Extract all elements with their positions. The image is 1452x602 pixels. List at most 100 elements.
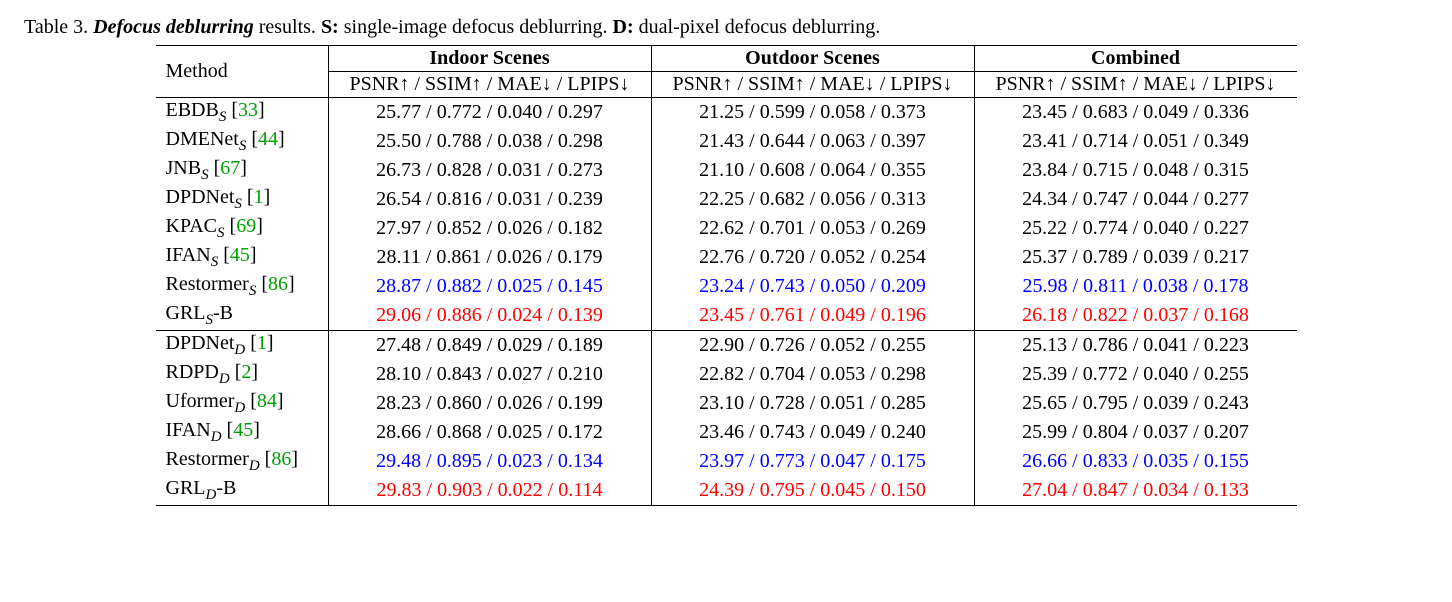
citation[interactable]: 69: [236, 215, 256, 237]
method-cell: EBDBS [33]: [156, 98, 329, 128]
metric-cell: 25.99 / 0.804 / 0.037 / 0.207: [974, 418, 1297, 447]
table-row: KPACS [69]27.97 / 0.852 / 0.026 / 0.1822…: [156, 214, 1297, 243]
method-cell: GRLD-B: [156, 476, 329, 506]
metric-cell: 22.62 / 0.701 / 0.053 / 0.269: [651, 214, 974, 243]
citation[interactable]: 86: [271, 448, 291, 470]
metric-cell: 27.97 / 0.852 / 0.026 / 0.182: [328, 214, 651, 243]
method-subscript: D: [206, 487, 217, 503]
table-row: IFAND [45]28.66 / 0.868 / 0.025 / 0.172 2…: [156, 418, 1297, 447]
method-cell: UformerD [84]: [156, 389, 329, 418]
metric-cell: 25.37 / 0.789 / 0.039 / 0.217: [974, 243, 1297, 272]
method-name: IFAN: [166, 419, 211, 441]
method-name: IFAN: [166, 244, 211, 266]
method-cell: DMENetS [44]: [156, 127, 329, 156]
metric-cell: 25.65 / 0.795 / 0.039 / 0.243: [974, 389, 1297, 418]
method-cell: IFAND [45]: [156, 418, 329, 447]
metric-cell: 22.25 / 0.682 / 0.056 / 0.313: [651, 185, 974, 214]
method-subscript: S: [219, 109, 227, 125]
metric-cell: 28.11 / 0.861 / 0.026 / 0.179: [328, 243, 651, 272]
citation[interactable]: 86: [268, 273, 288, 295]
method-subscript: S: [217, 225, 225, 241]
metric-cell: 21.10 / 0.608 / 0.064 / 0.355: [651, 156, 974, 185]
caption-s-desc: single-image defocus deblurring.: [339, 16, 613, 38]
header-group-indoor: Indoor Scenes: [328, 46, 651, 72]
metric-cell: 22.90 / 0.726 / 0.052 / 0.255: [651, 331, 974, 361]
table-row: RestormerD [86]29.48 / 0.895 / 0.023 / 0…: [156, 447, 1297, 476]
table-row: IFANS [45]28.11 / 0.861 / 0.026 / 0.1792…: [156, 243, 1297, 272]
method-subscript: D: [234, 400, 245, 416]
method-name: DMENet: [166, 128, 239, 150]
metric-cell: 23.24 / 0.743 / 0.050 / 0.209: [651, 272, 974, 301]
table-row: RDPDD [2]28.10 / 0.843 / 0.027 / 0.21022…: [156, 360, 1297, 389]
citation[interactable]: 44: [258, 128, 278, 150]
citation[interactable]: 45: [233, 419, 253, 441]
metric-cell: 22.76 / 0.720 / 0.052 / 0.254: [651, 243, 974, 272]
method-suffix: -B: [216, 477, 236, 499]
table-row: DMENetS [44]25.50 / 0.788 / 0.038 / 0.29…: [156, 127, 1297, 156]
method-name: DPDNet: [166, 186, 235, 208]
method-name: GRL: [166, 302, 206, 324]
table-row: EBDBS [33]25.77 / 0.772 / 0.040 / 0.2972…: [156, 98, 1297, 128]
header-metrics-combined: PSNR↑ / SSIM↑ / MAE↓ / LPIPS↓: [974, 72, 1297, 98]
method-subscript: S: [234, 196, 242, 212]
method-cell: RDPDD [2]: [156, 360, 329, 389]
citation[interactable]: 33: [238, 99, 258, 121]
metric-cell: 28.23 / 0.860 / 0.026 / 0.199: [328, 389, 651, 418]
metric-cell: 25.50 / 0.788 / 0.038 / 0.298: [328, 127, 651, 156]
table-row: GRLD-B29.83 / 0.903 / 0.022 / 0.11424.39…: [156, 476, 1297, 506]
method-subscript: D: [219, 371, 230, 387]
citation[interactable]: 1: [254, 186, 264, 208]
metric-cell: 25.77 / 0.772 / 0.040 / 0.297: [328, 98, 651, 128]
table-caption: Table 3. Defocus deblurring results. S: …: [24, 16, 1428, 39]
method-subscript: S: [249, 283, 257, 299]
citation[interactable]: 84: [257, 390, 277, 412]
metric-cell: 26.54 / 0.816 / 0.031 / 0.239: [328, 185, 651, 214]
table-body-single: EBDBS [33]25.77 / 0.772 / 0.040 / 0.2972…: [156, 98, 1297, 331]
header-group-combined: Combined: [974, 46, 1297, 72]
metric-cell: 29.48 / 0.895 / 0.023 / 0.134: [328, 447, 651, 476]
citation[interactable]: 67: [220, 157, 240, 179]
table-row: RestormerS [86]28.87 / 0.882 / 0.025 / 0…: [156, 272, 1297, 301]
method-name: DPDNet: [166, 332, 235, 354]
header-metrics-indoor: PSNR↑ / SSIM↑ / MAE↓ / LPIPS↓: [328, 72, 651, 98]
method-cell: GRLS-B: [156, 301, 329, 331]
method-cell: DPDNetD [1]: [156, 331, 329, 361]
caption-prefix: Table 3.: [24, 16, 93, 38]
results-table: Method Indoor Scenes Outdoor Scenes Comb…: [156, 45, 1297, 506]
table-row: DPDNetD [1]27.48 / 0.849 / 0.029 / 0.189…: [156, 331, 1297, 361]
citation[interactable]: 45: [230, 244, 250, 266]
metric-cell: 29.06 / 0.886 / 0.024 / 0.139: [328, 301, 651, 331]
table-row: DPDNetS [1]26.54 / 0.816 / 0.031 / 0.239…: [156, 185, 1297, 214]
table-row: UformerD [84]28.23 / 0.860 / 0.026 / 0.1…: [156, 389, 1297, 418]
metric-cell: 22.82 / 0.704 / 0.053 / 0.298: [651, 360, 974, 389]
metric-cell: 24.34 / 0.747 / 0.044 / 0.277: [974, 185, 1297, 214]
metric-cell: 28.66 / 0.868 / 0.025 / 0.172: [328, 418, 651, 447]
metric-cell: 25.13 / 0.786 / 0.041 / 0.223: [974, 331, 1297, 361]
method-cell: RestormerD [86]: [156, 447, 329, 476]
metric-cell: 25.98 / 0.811 / 0.038 / 0.178: [974, 272, 1297, 301]
caption-s-label: S:: [321, 16, 339, 38]
method-subscript: S: [239, 138, 247, 154]
citation[interactable]: 2: [241, 361, 251, 383]
metric-cell: 25.22 / 0.774 / 0.040 / 0.227: [974, 214, 1297, 243]
metric-cell: 29.83 / 0.903 / 0.022 / 0.114: [328, 476, 651, 506]
method-subscript: D: [211, 429, 222, 445]
header-group-outdoor: Outdoor Scenes: [651, 46, 974, 72]
method-name: EBDB: [166, 99, 219, 121]
header-metrics-outdoor: PSNR↑ / SSIM↑ / MAE↓ / LPIPS↓: [651, 72, 974, 98]
method-cell: KPACS [69]: [156, 214, 329, 243]
citation[interactable]: 1: [257, 332, 267, 354]
metric-cell: 23.97 / 0.773 / 0.047 / 0.175: [651, 447, 974, 476]
metric-cell: 26.66 / 0.833 / 0.035 / 0.155: [974, 447, 1297, 476]
table-row: JNBS [67]26.73 / 0.828 / 0.031 / 0.27321…: [156, 156, 1297, 185]
method-cell: IFANS [45]: [156, 243, 329, 272]
caption-results: results.: [254, 16, 321, 38]
metric-cell: 21.25 / 0.599 / 0.058 / 0.373: [651, 98, 974, 128]
method-name: Restormer: [166, 448, 249, 470]
method-subscript: S: [211, 254, 219, 270]
method-name: RDPD: [166, 361, 219, 383]
metric-cell: 24.39 / 0.795 / 0.045 / 0.150: [651, 476, 974, 506]
table-body-dual: DPDNetD [1]27.48 / 0.849 / 0.029 / 0.189…: [156, 331, 1297, 506]
metric-cell: 27.48 / 0.849 / 0.029 / 0.189: [328, 331, 651, 361]
metric-cell: 23.10 / 0.728 / 0.051 / 0.285: [651, 389, 974, 418]
